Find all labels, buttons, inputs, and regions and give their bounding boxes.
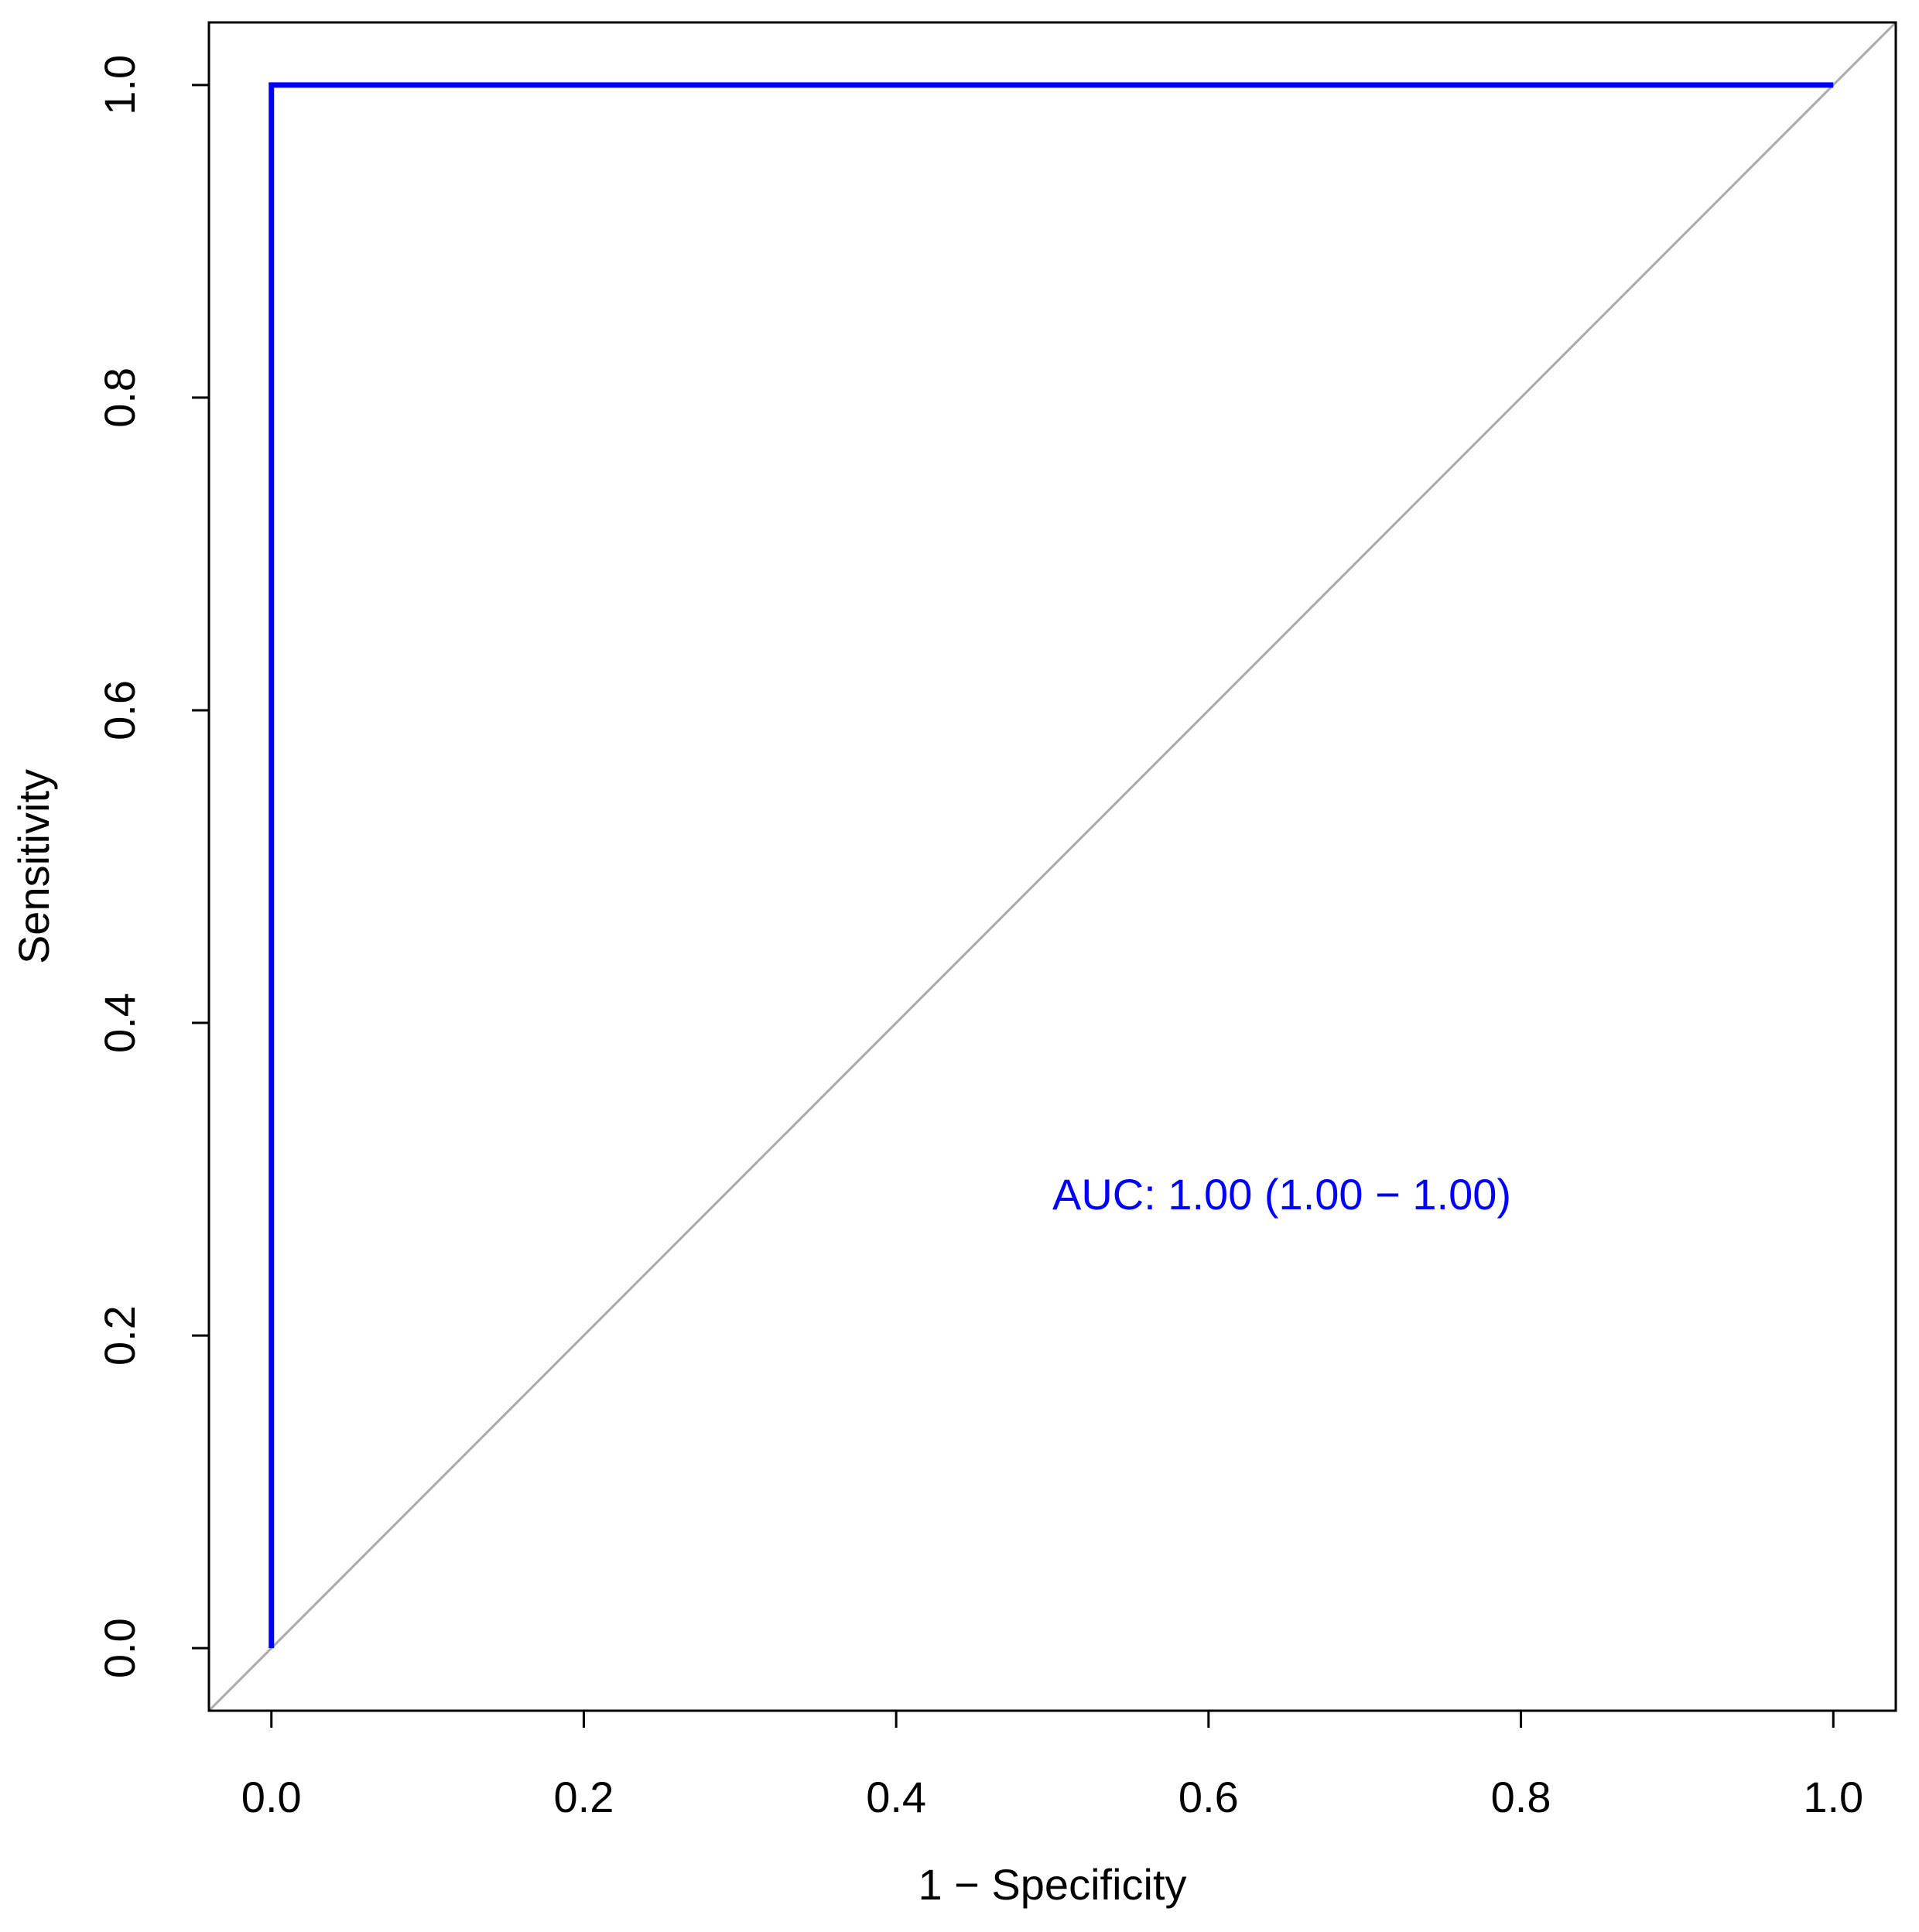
- x-tick-label: 0.4: [866, 1773, 926, 1821]
- y-tick-label: 0.6: [95, 680, 144, 740]
- plot-frame: [207, 21, 1897, 1712]
- x-tick-label: 1.0: [1803, 1773, 1863, 1821]
- reference-diagonal: [207, 21, 1897, 1712]
- y-tick-label: 0.2: [95, 1305, 144, 1366]
- x-tick-label: 0.0: [241, 1773, 302, 1821]
- x-tick-label: 0.6: [1178, 1773, 1239, 1821]
- y-axis-title: Sensitivity: [9, 769, 58, 964]
- roc-curve: [269, 82, 1834, 1649]
- y-tick-label: 0.0: [95, 1618, 144, 1678]
- y-tick-label: 1.0: [95, 55, 144, 115]
- x-tick-label: 0.2: [554, 1773, 614, 1821]
- x-tick-label: 0.8: [1491, 1773, 1551, 1821]
- x-axis-title: 1 − Specificity: [918, 1860, 1186, 1909]
- auc-annotation: AUC: 1.00 (1.00 − 1.00): [1052, 1170, 1511, 1219]
- y-tick-label: 0.4: [95, 993, 144, 1053]
- y-tick-label: 0.8: [95, 368, 144, 428]
